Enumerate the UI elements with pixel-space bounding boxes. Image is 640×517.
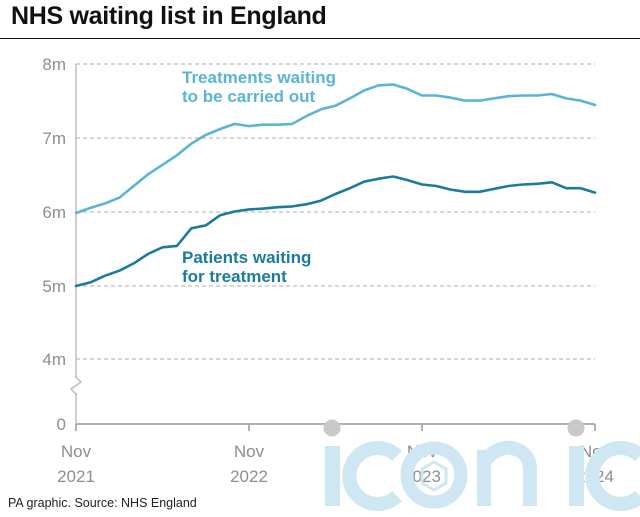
y-tick-label: 8m — [42, 55, 66, 74]
series-label-line: for treatment — [182, 267, 287, 286]
series-layer — [74, 83, 597, 288]
source-note: PA graphic. Source: NHS England — [8, 496, 197, 510]
treatments-series-label: Treatments waiting to be carried out — [182, 68, 336, 106]
watermark-dot — [323, 419, 341, 437]
iconic-watermark — [323, 419, 640, 511]
x-tick-label: Nov — [234, 442, 265, 461]
y-tick-label: 5m — [42, 277, 66, 296]
watermark-stroke — [569, 446, 584, 506]
x-tick-label: Nov — [61, 442, 92, 461]
series-label-line: Treatments waiting — [182, 68, 336, 87]
y-tick-label: 7m — [42, 129, 66, 148]
watermark-stroke — [585, 441, 640, 511]
chart-title: NHS waiting list in England — [11, 2, 327, 30]
x-tick-label: 2021 — [57, 467, 95, 486]
watermark-stroke — [325, 446, 340, 506]
y-tick-label: 0 — [57, 415, 66, 434]
watermark-hexagon — [420, 460, 448, 492]
watermark-dot — [567, 419, 585, 437]
y-tick-label: 4m — [42, 350, 66, 369]
watermark-stroke — [477, 440, 537, 506]
label-layer: Treatments waiting to be carried out Patie… — [182, 68, 336, 286]
series-label-line: to be carried out — [182, 87, 316, 106]
x-tick-label: 2022 — [230, 467, 268, 486]
patients-waiting-line — [74, 175, 597, 288]
patients-series-label: Patients waiting for treatment — [182, 248, 311, 286]
watermark-stroke — [400, 441, 468, 509]
watermark-stroke — [342, 441, 402, 511]
y-tick-label: 6m — [42, 203, 66, 222]
treatments-waiting-line — [74, 83, 597, 215]
title-divider — [0, 38, 640, 39]
series-label-line: Patients waiting — [182, 248, 311, 267]
axis-break-icon — [69, 375, 83, 396]
